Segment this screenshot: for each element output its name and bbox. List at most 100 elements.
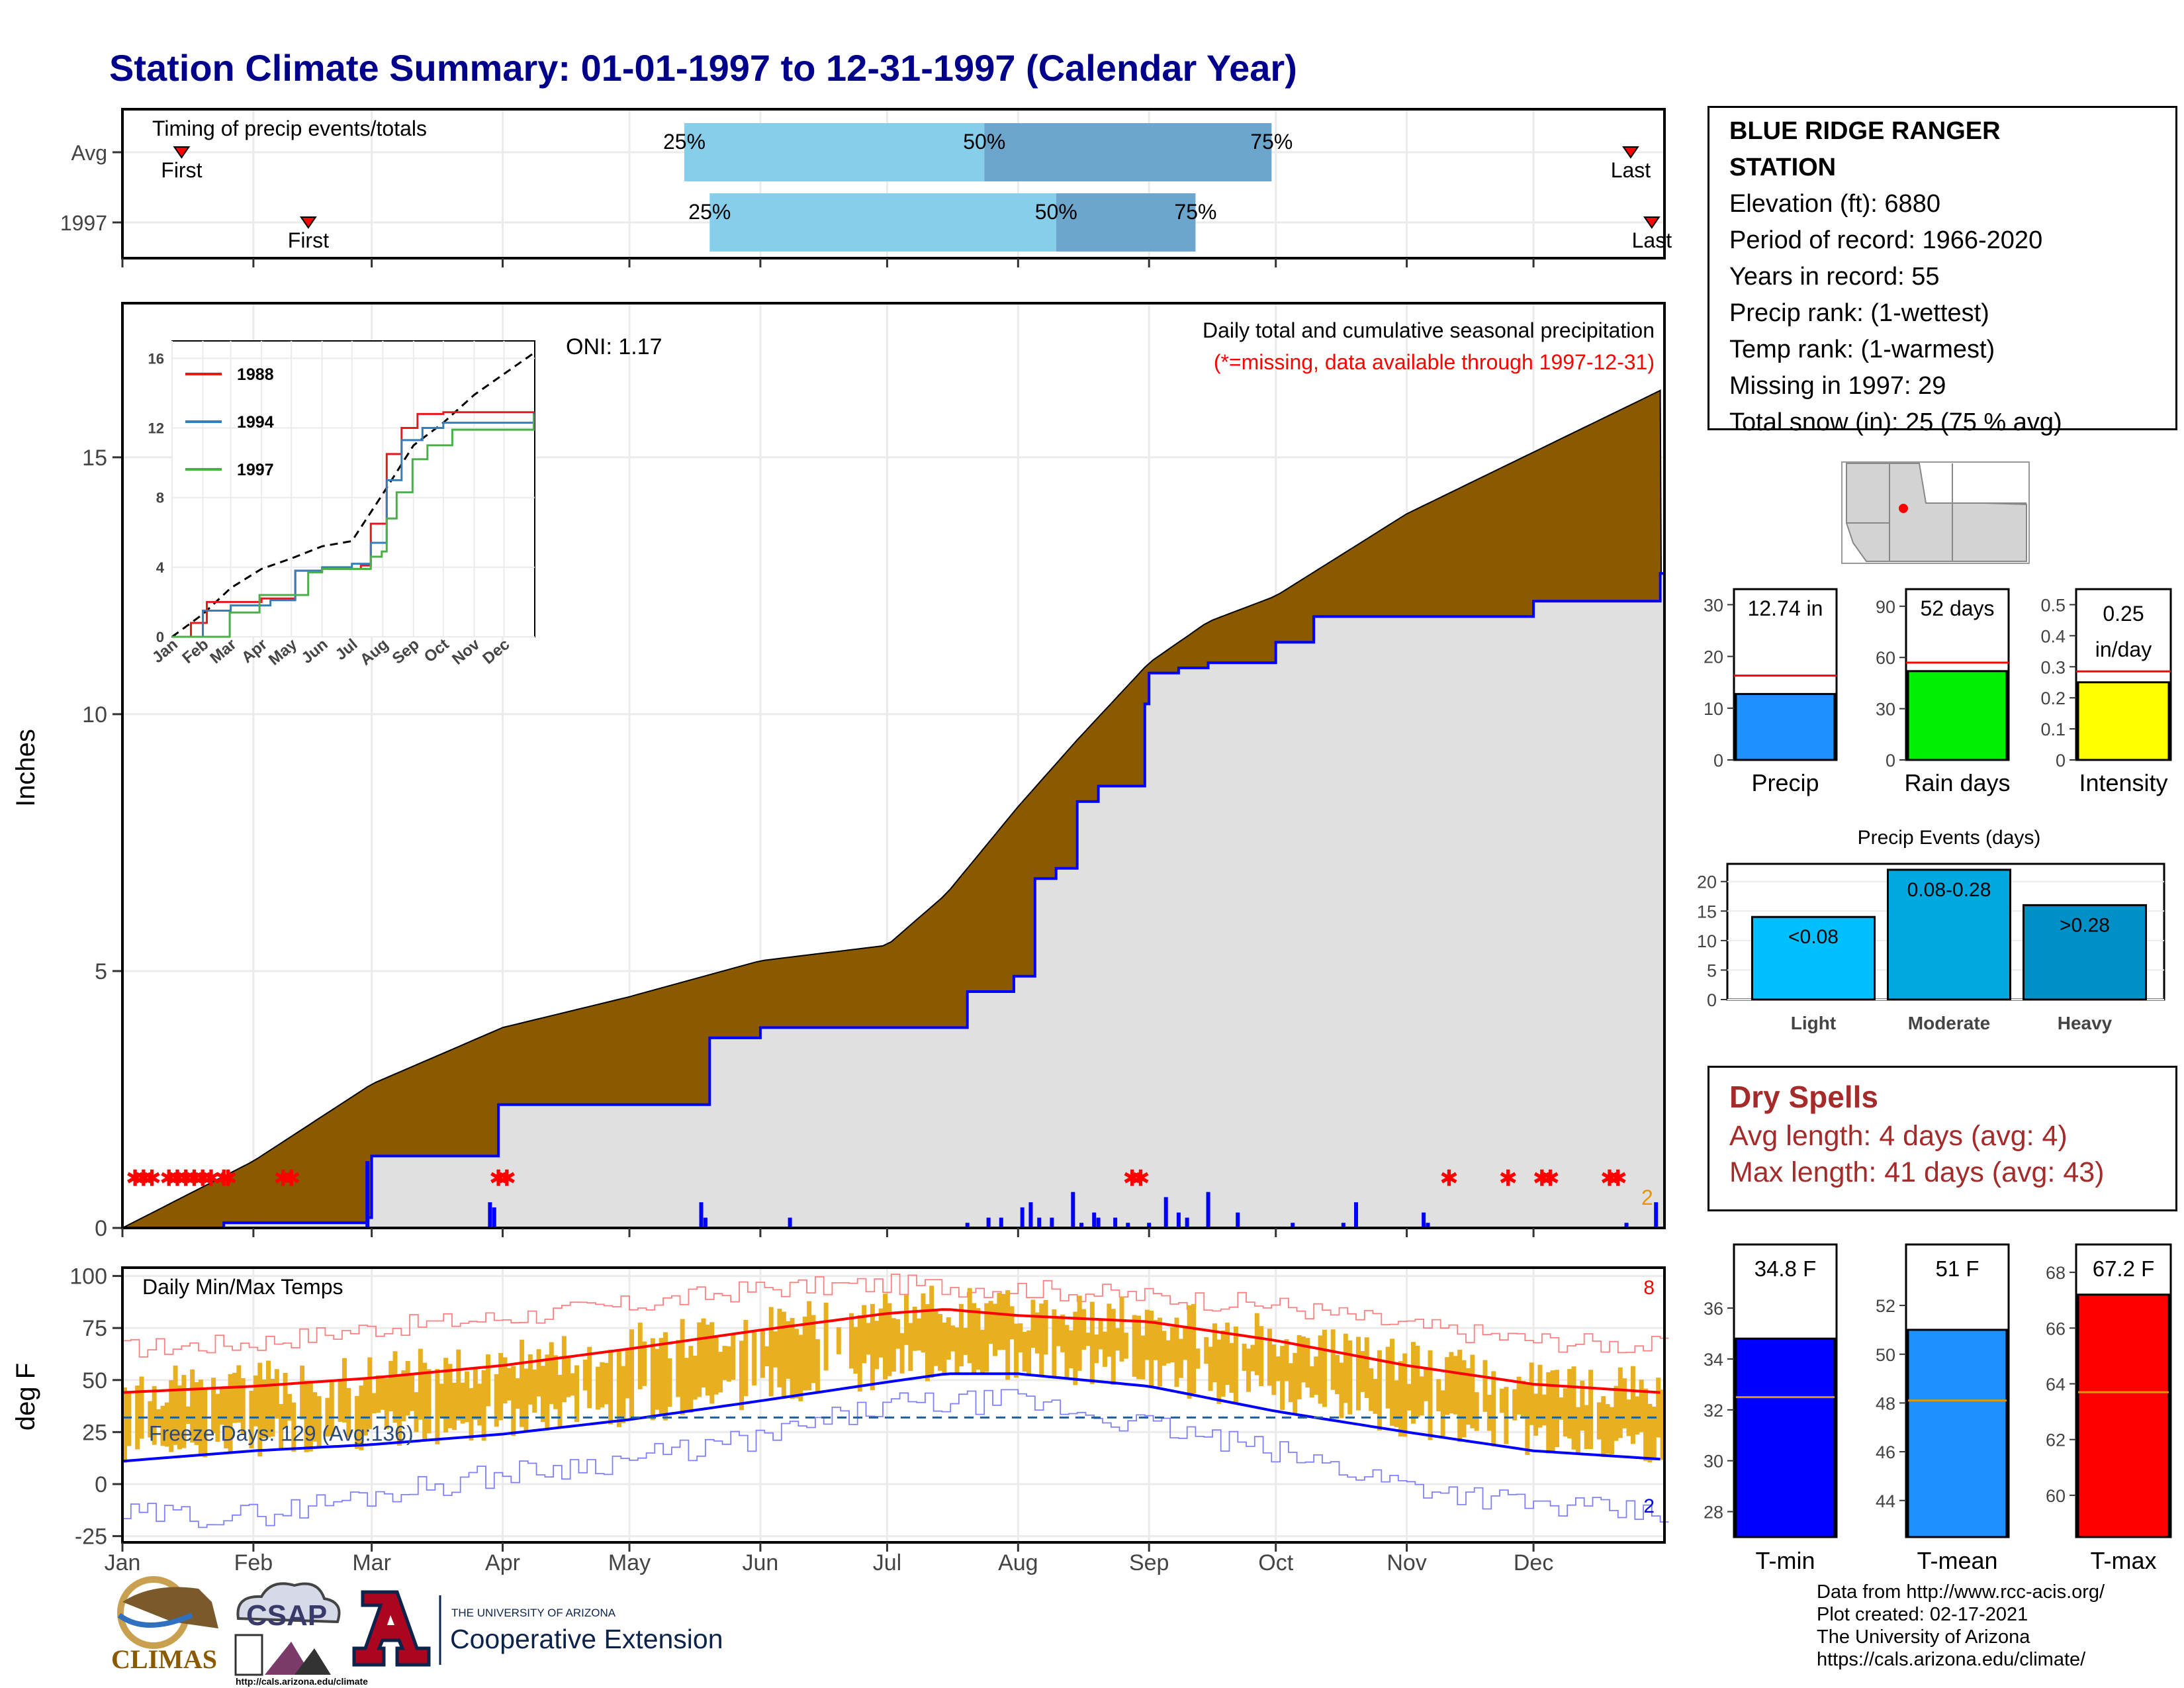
daily-temp-bar <box>1415 1345 1420 1417</box>
daily-temp-bar <box>1424 1369 1429 1401</box>
daily-temp-bar <box>637 1323 643 1389</box>
summary-ytick-label: 0.3 <box>2040 657 2066 677</box>
temp-summary-bar <box>1735 1337 1836 1538</box>
daily-temp-bar <box>1537 1364 1543 1428</box>
daily-precip-bar <box>1113 1217 1118 1228</box>
daily-temp-bar <box>545 1354 550 1430</box>
daily-temp-bar <box>993 1303 997 1356</box>
inset-series-line <box>172 412 535 638</box>
daily-temp-bar <box>608 1349 614 1425</box>
missing-marker: ✱ <box>214 1166 234 1191</box>
daily-temp-bar <box>511 1366 516 1436</box>
temp-ytick-label: 25 <box>82 1420 107 1445</box>
daily-temp-bar <box>1626 1399 1631 1436</box>
summary-value-unit: in/day <box>2095 637 2152 661</box>
month-label: Feb <box>234 1550 273 1575</box>
daily-temp-bar <box>1445 1357 1450 1415</box>
daily-temp-bar <box>1529 1362 1534 1425</box>
daily-temp-bar <box>1449 1352 1454 1414</box>
summary-value-label: 0.25 <box>2103 602 2144 626</box>
summary-ytick-label: 0 <box>1886 751 1895 771</box>
daily-precip-bar <box>1354 1202 1358 1228</box>
daily-temp-bar <box>917 1318 922 1351</box>
daily-temp-bar <box>1596 1402 1602 1440</box>
daily-temp-bar <box>460 1382 465 1424</box>
daily-precip-bar <box>1185 1217 1189 1228</box>
daily-temp-bar <box>1347 1340 1353 1415</box>
daily-temp-bar <box>979 1329 985 1375</box>
daily-temp-bar <box>1174 1317 1179 1387</box>
missing-marker: ✱ <box>273 1166 293 1191</box>
daily-temp-bar <box>663 1332 668 1421</box>
daily-temp-bar <box>515 1378 520 1409</box>
daily-temp-bar <box>1605 1404 1610 1454</box>
daily-temp-bar <box>1178 1338 1183 1378</box>
month-label: Nov <box>1387 1550 1426 1575</box>
events-bar-label: <0.08 <box>1788 926 1839 948</box>
daily-temp-bar <box>1364 1337 1369 1398</box>
daily-temp-bar <box>1635 1396 1640 1435</box>
dry-spells-max: Max length: 41 days (avg: 43) <box>1729 1156 2105 1188</box>
daily-temp-bar <box>376 1375 381 1413</box>
daily-temp-bar <box>1617 1367 1623 1438</box>
daily-temp-bar <box>304 1380 309 1452</box>
daily-temp-bar <box>1571 1366 1576 1450</box>
temp-rank: Temp rank: (1-warmest) <box>1729 336 1995 363</box>
daily-temp-bar <box>1297 1335 1302 1399</box>
summary-ytick-label: 0.5 <box>2040 595 2066 615</box>
daily-temp-bar <box>1246 1348 1251 1392</box>
daily-temp-bar <box>1457 1349 1463 1442</box>
daily-temp-bar <box>621 1366 626 1423</box>
daily-temp-bar <box>240 1378 246 1435</box>
missing-days: Missing in 1997: 29 <box>1729 372 1946 400</box>
daily-temp-bar <box>371 1393 377 1414</box>
timing-row-label: 1997 <box>60 211 107 235</box>
daily-temp-bar <box>929 1286 934 1378</box>
missing-marker: ✱ <box>134 1166 154 1191</box>
daily-precip-bar <box>1426 1223 1430 1228</box>
daily-temp-bar <box>363 1379 368 1436</box>
daily-temp-bar <box>160 1405 165 1446</box>
daily-temp-bar <box>502 1357 508 1404</box>
daily-precip-bar <box>1071 1192 1075 1228</box>
last-label: Last <box>1611 158 1651 182</box>
daily-temp-bar <box>1026 1330 1032 1376</box>
summary-ytick-label: 30 <box>1876 700 1895 720</box>
csap-text: CSAP <box>246 1599 327 1632</box>
daily-temp-bar <box>1267 1329 1272 1386</box>
daily-temp-bar <box>726 1346 731 1382</box>
daily-temp-bar <box>950 1325 956 1352</box>
daily-temp-bar <box>1288 1363 1293 1403</box>
daily-temp-bar <box>1402 1353 1408 1437</box>
precip-ytick-label: 10 <box>82 702 107 727</box>
daily-temp-bar <box>1394 1380 1399 1427</box>
daily-temp-bar <box>1546 1372 1551 1454</box>
daily-temp-bar <box>135 1385 140 1450</box>
missing-marker: ✱ <box>282 1166 301 1191</box>
footer-line-3: The University of Arizona <box>1817 1626 2030 1648</box>
daily-temp-bar <box>279 1403 284 1450</box>
daily-temp-bar <box>1601 1396 1606 1458</box>
daily-temp-bar <box>1229 1342 1234 1393</box>
temp-summary-ytick-label: 66 <box>2046 1319 2066 1338</box>
daily-temp-bar <box>1119 1296 1124 1362</box>
temp-summary-ytick-label: 60 <box>2046 1486 2066 1506</box>
daily-temp-bar <box>257 1362 263 1457</box>
missing-marker: ✱ <box>1122 1166 1142 1191</box>
daily-temp-bar <box>587 1346 592 1409</box>
daily-temp-bar <box>1259 1326 1264 1386</box>
daily-temp-bar <box>887 1303 892 1376</box>
summary-ytick-label: 10 <box>1704 699 1723 719</box>
events-ytick-label: 5 <box>1707 961 1717 980</box>
daily-temp-bar <box>1056 1318 1061 1346</box>
years-in-record: Years in record: 55 <box>1729 263 1940 291</box>
daily-precip-bar <box>788 1217 792 1228</box>
daily-temp-bar <box>790 1317 795 1399</box>
daily-temp-bar <box>942 1322 947 1375</box>
daily-temp-bar <box>1330 1329 1336 1390</box>
daily-temp-bar <box>1567 1369 1572 1438</box>
last-marker <box>1643 216 1661 229</box>
daily-temp-bar <box>523 1368 529 1432</box>
month-label: Sep <box>1129 1550 1169 1575</box>
daily-temp-bar <box>997 1292 1002 1350</box>
